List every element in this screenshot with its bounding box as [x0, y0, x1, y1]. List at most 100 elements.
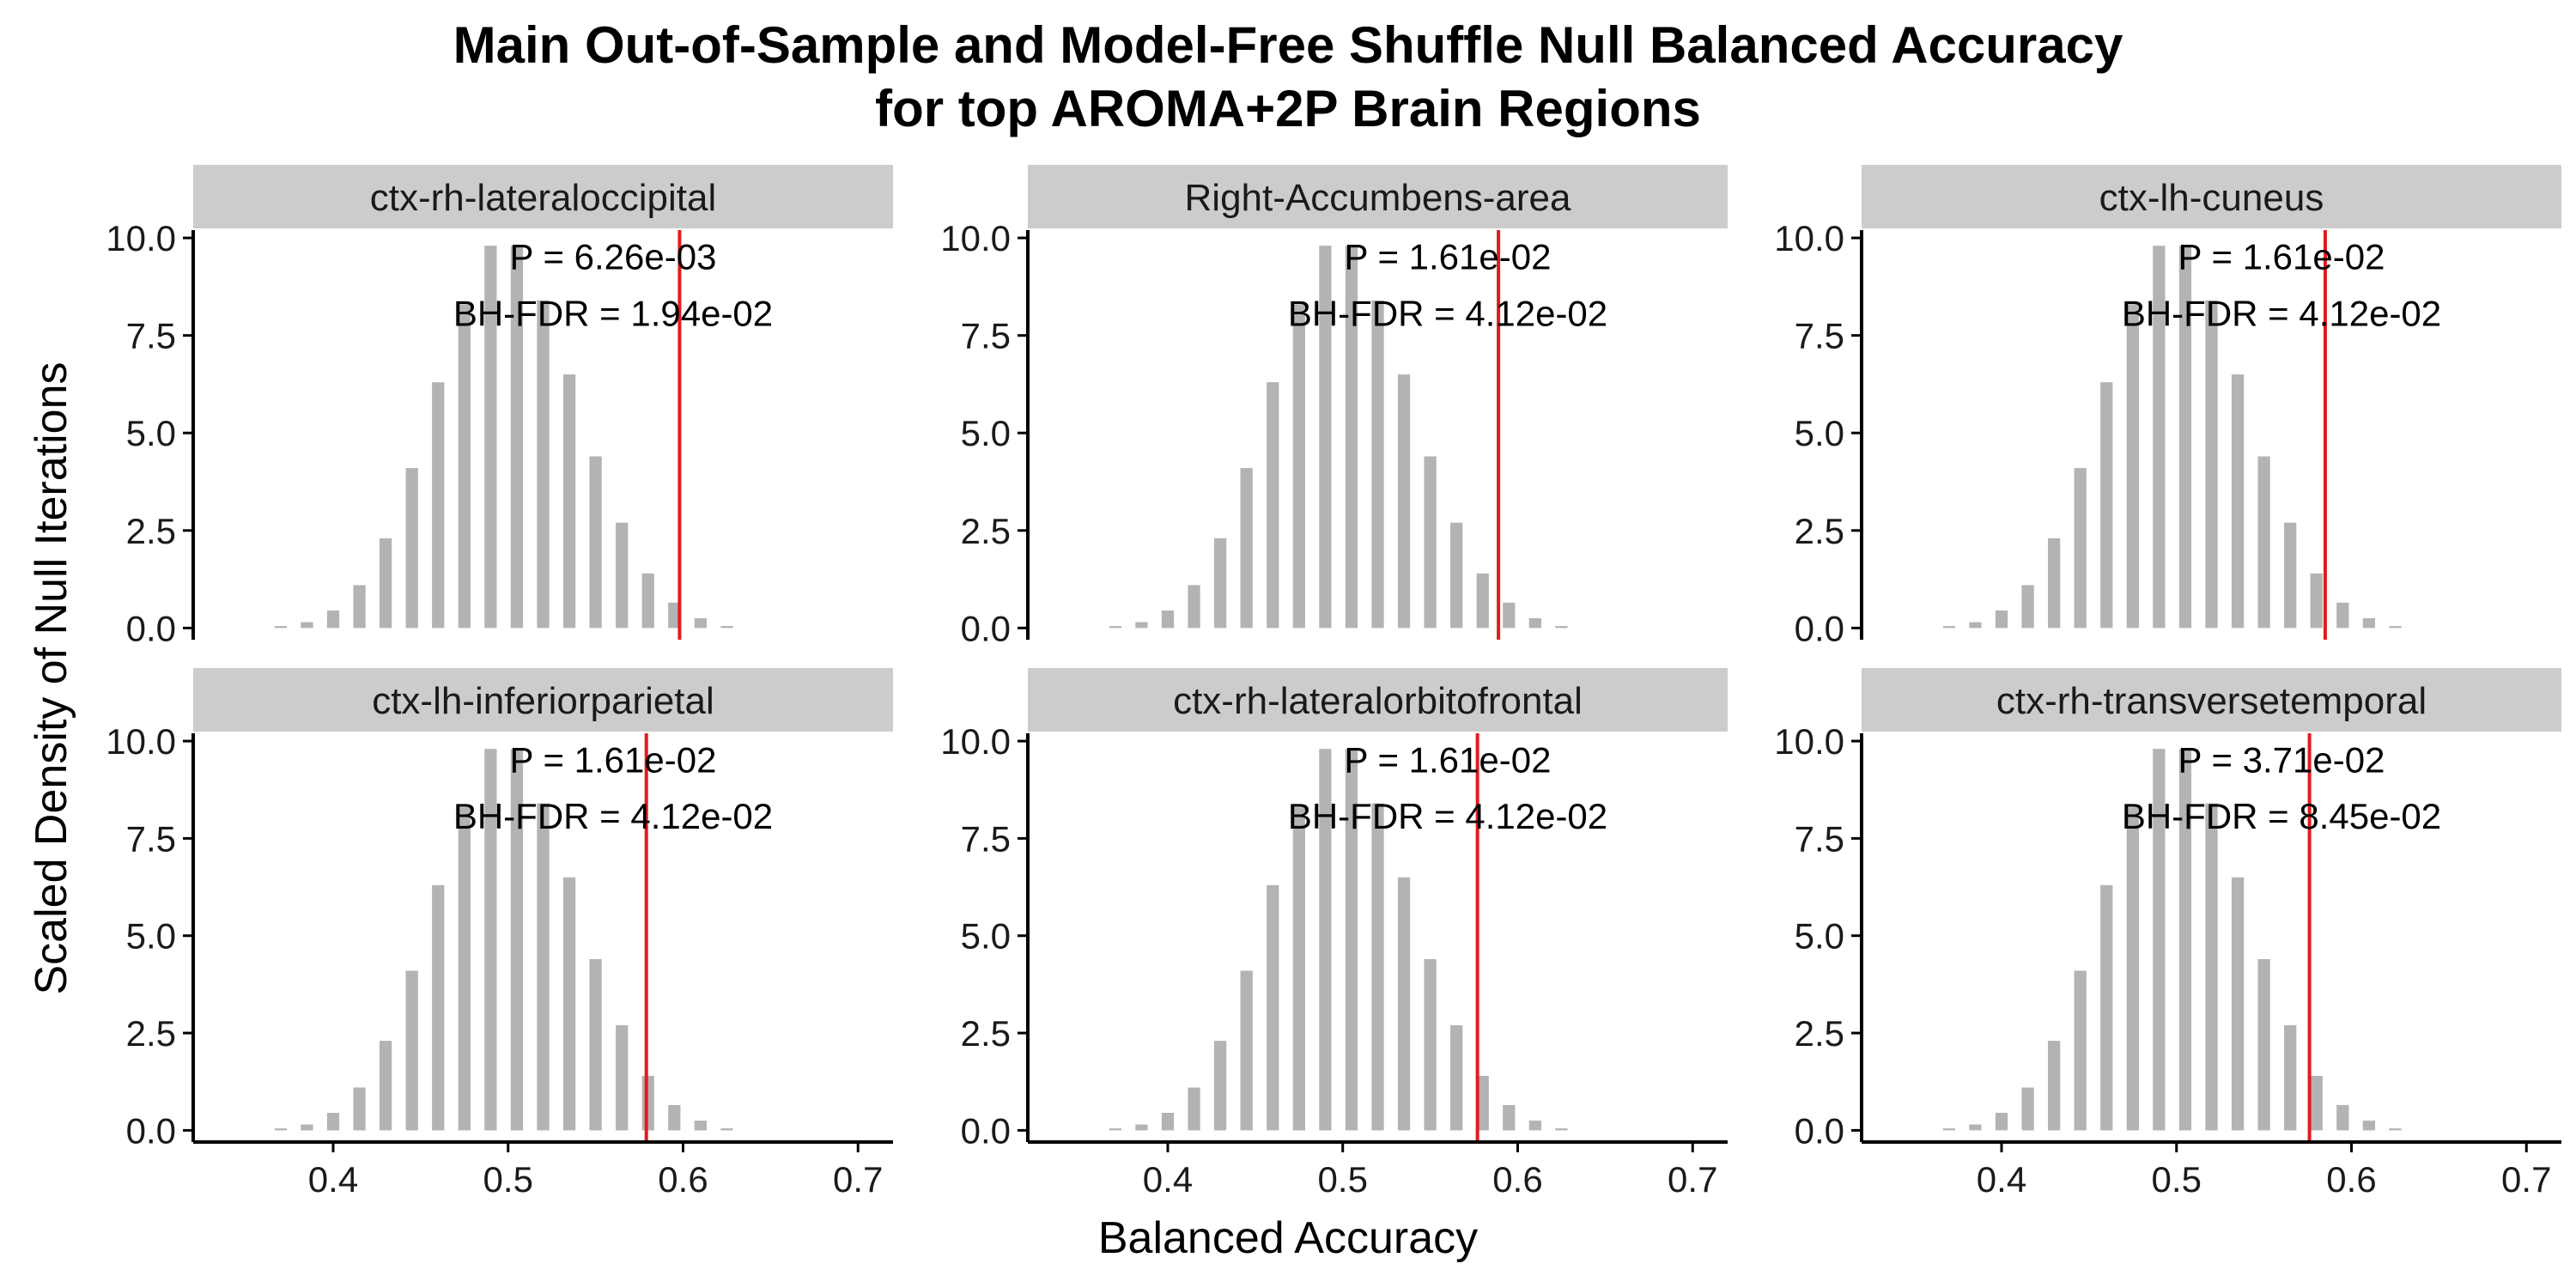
histogram-bar	[1135, 1124, 1148, 1131]
p-value-annotation: P = 1.61e-02	[1345, 739, 1552, 780]
histogram-bar	[1555, 626, 1568, 629]
y-tick-label: 7.5	[961, 818, 1011, 859]
histogram-bar	[432, 884, 445, 1131]
histogram-bar	[2021, 585, 2034, 629]
y-tick-label: 0.0	[126, 608, 176, 648]
x-tick-label: 0.6	[658, 1159, 708, 1200]
x-tick-label: 0.5	[1318, 1159, 1368, 1200]
histogram-bar	[2284, 1025, 2297, 1131]
p-value-annotation: P = 6.26e-03	[510, 236, 717, 276]
histogram-bar	[1188, 585, 1200, 629]
histogram-bar	[589, 456, 602, 629]
y-tick-label: 5.0	[126, 916, 176, 957]
histogram-bar	[484, 749, 497, 1131]
histogram-bar	[2021, 1087, 2034, 1131]
histogram-bar	[1995, 1113, 2008, 1131]
histogram-bar	[2362, 618, 2376, 629]
histogram-bar	[2362, 1121, 2376, 1131]
x-tick-label: 0.7	[2501, 1159, 2551, 1200]
histogram-bar	[432, 382, 445, 629]
p-value-annotation: P = 1.61e-02	[510, 739, 717, 780]
histogram-bar	[353, 585, 366, 629]
bh-fdr-annotation: BH-FDR = 4.12e-02	[1288, 796, 1607, 836]
histogram-bar	[1942, 1128, 1956, 1131]
histogram-bar	[1450, 522, 1463, 629]
y-tick-label: 0.0	[961, 608, 1011, 648]
y-tick-label: 7.5	[126, 316, 176, 356]
x-tick-label: 0.7	[833, 1159, 883, 1200]
histogram-bar	[1397, 877, 1411, 1131]
histogram-bar	[1555, 1128, 1568, 1131]
x-tick-label: 0.6	[1492, 1159, 1542, 1200]
histogram-bar	[2231, 374, 2245, 629]
histogram-bar	[2153, 246, 2166, 629]
histogram-bar	[301, 622, 313, 629]
histogram-bar	[1450, 1025, 1463, 1131]
histogram-bar	[2336, 1104, 2349, 1131]
facet-strip	[193, 165, 893, 228]
histogram-bar	[694, 618, 708, 629]
histogram-bar	[1476, 573, 1489, 629]
histogram-bar	[274, 626, 288, 629]
histogram-bar	[1969, 1124, 1982, 1131]
facet-strip	[1028, 668, 1728, 732]
histogram-bar	[1942, 626, 1956, 629]
histogram-bar	[2389, 1128, 2402, 1131]
histogram-bar	[301, 1124, 313, 1131]
histogram-bar	[2126, 807, 2139, 1131]
histogram-bar	[1397, 374, 1411, 629]
histogram-bar	[589, 958, 602, 1131]
histogram-bar	[405, 468, 418, 629]
histogram-bar	[1135, 622, 1148, 629]
bh-fdr-annotation: BH-FDR = 4.12e-02	[2122, 293, 2441, 333]
histogram-bar	[2284, 522, 2297, 629]
histogram-bar	[1528, 618, 1542, 629]
facet-strip	[1028, 165, 1728, 228]
histogram-bar	[616, 522, 629, 629]
y-tick-label: 10.0	[1774, 218, 1844, 258]
histogram-bar	[2336, 602, 2349, 629]
y-tick-label: 5.0	[961, 916, 1011, 957]
facet-strip-label: Right-Accumbens-area	[1185, 177, 1571, 219]
histogram-bar	[694, 1121, 708, 1131]
histogram-bar	[1161, 610, 1175, 629]
histogram-bar	[562, 374, 576, 629]
histogram-bar	[1267, 382, 1279, 629]
y-tick-label: 7.5	[961, 316, 1011, 356]
p-value-annotation: P = 1.61e-02	[2178, 236, 2385, 276]
histogram-bar	[1240, 970, 1253, 1131]
histogram-bar	[1213, 1041, 1227, 1131]
histogram-bar	[2205, 300, 2218, 629]
histogram-bar	[2310, 573, 2323, 629]
histogram-bar	[1476, 1075, 1489, 1131]
histogram-bar	[1267, 884, 1279, 1131]
histogram-bar	[2047, 538, 2061, 629]
histogram-bar	[2257, 958, 2270, 1131]
histogram-bar	[2126, 304, 2139, 629]
histogram-bar	[2047, 1041, 2061, 1131]
histogram-bar	[484, 246, 497, 629]
histogram-bar	[720, 1128, 733, 1131]
histogram-bar	[510, 246, 524, 629]
y-tick-label: 0.0	[1795, 1110, 1844, 1151]
facet-strip-label: ctx-rh-transversetemporal	[1996, 680, 2427, 722]
histogram-bar	[1371, 803, 1384, 1131]
y-tick-label: 2.5	[126, 1013, 176, 1054]
histogram-bar	[1424, 958, 1437, 1131]
histogram-bar	[1109, 626, 1122, 629]
bh-fdr-annotation: BH-FDR = 8.45e-02	[2122, 796, 2441, 836]
histogram-bar	[353, 1087, 366, 1131]
y-tick-label: 2.5	[1795, 1013, 1844, 1054]
y-tick-label: 5.0	[1795, 413, 1844, 453]
y-tick-label: 0.0	[126, 1110, 176, 1151]
x-tick-label: 0.4	[1143, 1159, 1193, 1200]
histogram-bar	[1292, 807, 1305, 1131]
p-value-annotation: P = 1.61e-02	[1345, 236, 1552, 276]
histogram-bar	[2310, 1075, 2323, 1131]
x-tick-label: 0.4	[1977, 1159, 2026, 1200]
facet-strip	[1862, 165, 2561, 228]
facet-strip	[1862, 668, 2561, 732]
y-tick-label: 5.0	[126, 413, 176, 453]
histogram-bar	[2178, 246, 2192, 629]
